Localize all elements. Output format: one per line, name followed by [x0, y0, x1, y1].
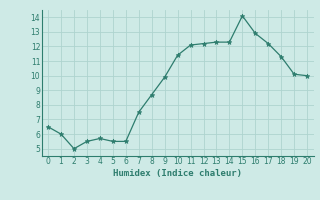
X-axis label: Humidex (Indice chaleur): Humidex (Indice chaleur) [113, 169, 242, 178]
